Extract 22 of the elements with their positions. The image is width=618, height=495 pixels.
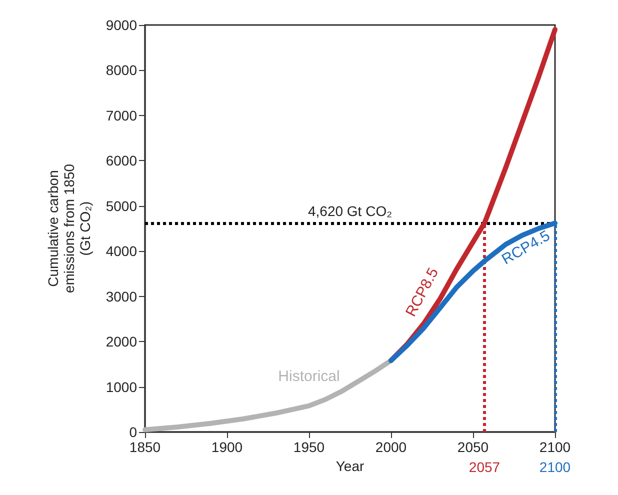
y-tick-label: 9000 — [106, 17, 138, 33]
x-tick-label: 1950 — [293, 439, 325, 455]
y-tick-label: 4000 — [106, 243, 138, 260]
x-tick-label: 1900 — [211, 439, 243, 455]
x-tick-label: 2000 — [375, 439, 407, 455]
x-tick-label: 2100 — [539, 439, 571, 455]
ref-line-label: 4,620 Gt CO₂ — [308, 203, 392, 220]
y-tick-label: 8000 — [106, 62, 138, 78]
y-axis-title: Cumulative carbon emissions from 1850 (Gt CO₂) — [45, 164, 93, 294]
x-tick-label: 2050 — [457, 439, 489, 455]
x-tick-label: 1850 — [129, 439, 161, 455]
y-tick-label: 3000 — [106, 288, 138, 304]
ref-line-label: 2057 — [468, 459, 500, 475]
y-tick-label: 7000 — [106, 107, 138, 124]
y-tick-label: 5000 — [106, 198, 138, 214]
x-axis-title: Year — [336, 458, 364, 474]
series-label: Historical — [278, 368, 340, 385]
y-tick-label: 1000 — [106, 378, 138, 395]
y-tick-label: 6000 — [106, 152, 138, 169]
y-tick-label: 0 — [129, 424, 138, 440]
y-tick-label: 2000 — [106, 334, 138, 350]
ref-line-label: 2100 — [539, 459, 571, 475]
